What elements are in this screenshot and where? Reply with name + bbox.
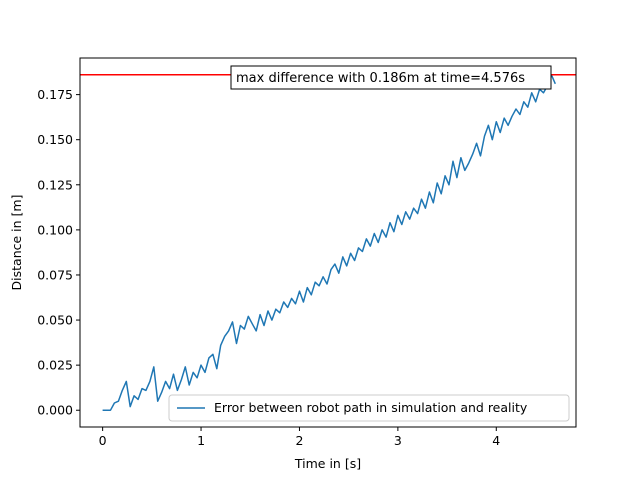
y-axis-label: Distance in [m] xyxy=(9,195,24,291)
y-tick-label: 0.075 xyxy=(37,267,73,282)
y-tick-label: 0.125 xyxy=(37,177,73,192)
annotation-box: max difference with 0.186m at time=4.576… xyxy=(230,65,552,90)
y-axis-ticks: 0.000 0.025 0.050 0.075 0.100 0.125 0.150 0.175 xyxy=(37,87,80,418)
y-tick-label: 0.000 xyxy=(37,403,73,418)
x-tick-label: 2 xyxy=(295,433,303,448)
y-tick-label: 0.175 xyxy=(37,87,73,102)
x-axis-ticks: 0 1 2 3 4 xyxy=(99,427,500,448)
plot-area xyxy=(80,58,576,427)
x-tick-label: 1 xyxy=(197,433,205,448)
x-tick-label: 4 xyxy=(492,433,500,448)
legend-label: Error between robot path in simulation a… xyxy=(214,400,528,415)
x-tick-label: 3 xyxy=(394,433,402,448)
x-axis-label: Time in [s] xyxy=(294,456,361,471)
y-tick-label: 0.050 xyxy=(37,313,73,328)
y-tick-label: 0.150 xyxy=(37,132,73,147)
annotation-text: max difference with 0.186m at time=4.576… xyxy=(236,71,525,86)
y-tick-label: 0.025 xyxy=(37,358,73,373)
y-tick-label: 0.100 xyxy=(37,222,73,237)
plot-frame xyxy=(79,57,577,428)
legend: Error between robot path in simulation a… xyxy=(168,394,570,422)
x-tick-label: 0 xyxy=(99,433,107,448)
series-line xyxy=(102,74,556,411)
